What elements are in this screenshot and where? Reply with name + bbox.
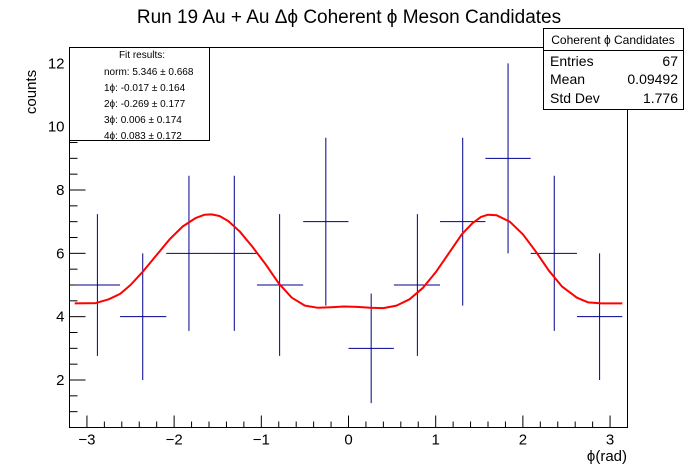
y-tick-label: 8 [56,182,64,199]
data-point [576,253,623,380]
fit-param-line: 1ϕ: -0.017 ± 0.164 [104,83,186,94]
stats-label-entries: Entries [550,53,594,69]
fit-param-line: norm: 5.346 ± 0.668 [104,67,194,78]
data-point [120,253,167,380]
chart-title: Run 19 Au + Au Δϕ Coherent ϕ Meson Candi… [137,7,561,28]
y-tick-label: 6 [56,245,64,262]
x-tick-label: 1 [432,432,440,449]
y-axis-label: counts [23,70,40,114]
x-tick-label: −2 [166,432,183,449]
data-point [348,293,394,404]
fit-results-box: Fit results: norm: 5.346 ± 0.668 1ϕ: -0.… [69,47,210,142]
data-point [530,175,577,331]
y-tick-label: 10 [48,119,65,136]
stats-label-stddev: Std Dev [550,90,600,106]
data-point [393,214,441,356]
data-point [303,137,349,306]
data-point [485,63,531,254]
x-tick-label: −1 [253,432,270,449]
fit-param-line: 4ϕ: 0.083 ± 0.172 [104,131,182,142]
x-axis-label: ϕ(rad) [587,448,627,465]
fit-layer [74,213,623,310]
fit-param-line: 2ϕ: -0.269 ± 0.177 [104,99,186,110]
fit-param-line: 3ϕ: 0.006 ± 0.174 [104,115,182,126]
data-point [74,214,121,356]
data-point [166,175,212,331]
fit-results-title: Fit results: [119,50,165,61]
stats-value-mean: 0.09492 [627,71,678,87]
stats-value-stddev: 1.776 [643,90,678,106]
data-point [211,175,257,331]
x-tick-label: 0 [344,432,352,449]
data-point [440,137,486,306]
stats-box: Coherent ϕ Candidates Entries 67 Mean 0.… [543,28,684,110]
stats-label-mean: Mean [550,71,585,87]
stats-value-entries: 67 [662,53,678,69]
stats-box-title: Coherent ϕ Candidates [551,33,674,47]
y-tick-label: 2 [56,372,64,389]
x-axis: −3 −2 −1 0 1 2 3 [69,415,628,449]
y-tick-label: 4 [56,309,64,326]
x-tick-label: 3 [606,432,614,449]
y-tick-label: 12 [48,55,65,72]
fit-curve [74,213,623,310]
x-tick-label: 2 [519,432,527,449]
x-tick-label: −3 [78,432,95,449]
